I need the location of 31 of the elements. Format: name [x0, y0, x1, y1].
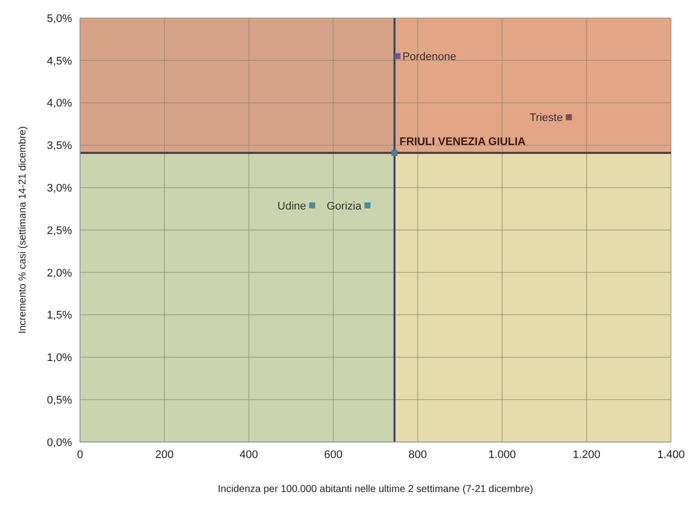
y-tick-label: 2,0% — [46, 267, 72, 280]
point — [309, 202, 316, 208]
point — [566, 114, 572, 120]
x-tick-label: 0 — [76, 448, 84, 461]
y-tick-label: 4,5% — [46, 55, 72, 68]
y-tick-label: 1,0% — [46, 352, 72, 364]
y-tick-label: 0,5% — [46, 394, 72, 407]
y-tick-label: 3,0% — [46, 182, 72, 195]
point — [391, 150, 398, 156]
series-label: Trieste — [530, 112, 563, 124]
x-tick-label: 1.000 — [488, 448, 516, 461]
y-tick-label: 1,5% — [46, 310, 72, 322]
y-tick-label: 2,5% — [46, 224, 72, 237]
y-tick-label: 5,0% — [46, 12, 72, 25]
y-axis-title: Incremento % casi (settimana 14-21 dicembre) — [18, 126, 29, 334]
point — [364, 202, 370, 208]
series-label: FRIULI VENEZIA GIULIA — [399, 136, 526, 148]
y-tick-label: 0,0% — [46, 436, 72, 449]
x-tick-label: 400 — [240, 448, 258, 461]
x-tick-label: 800 — [408, 448, 427, 461]
y-tick-label: 3,5% — [46, 140, 72, 152]
series-label: Pordenone — [402, 51, 456, 64]
x-axis-title: Incidenza per 100.000 abitanti nelle ultime 2 settimane (7-21 dicembre) — [218, 484, 534, 495]
series-label: Gorizia — [326, 200, 362, 212]
x-tick-label: 1.200 — [572, 448, 600, 461]
x-tick-label: 200 — [155, 448, 174, 461]
point — [394, 53, 400, 60]
x-tick-label: 600 — [324, 448, 342, 461]
series-label: Udine — [277, 200, 306, 212]
x-tick-label: 1.400 — [657, 448, 685, 461]
y-tick-label: 4,0% — [46, 98, 72, 110]
